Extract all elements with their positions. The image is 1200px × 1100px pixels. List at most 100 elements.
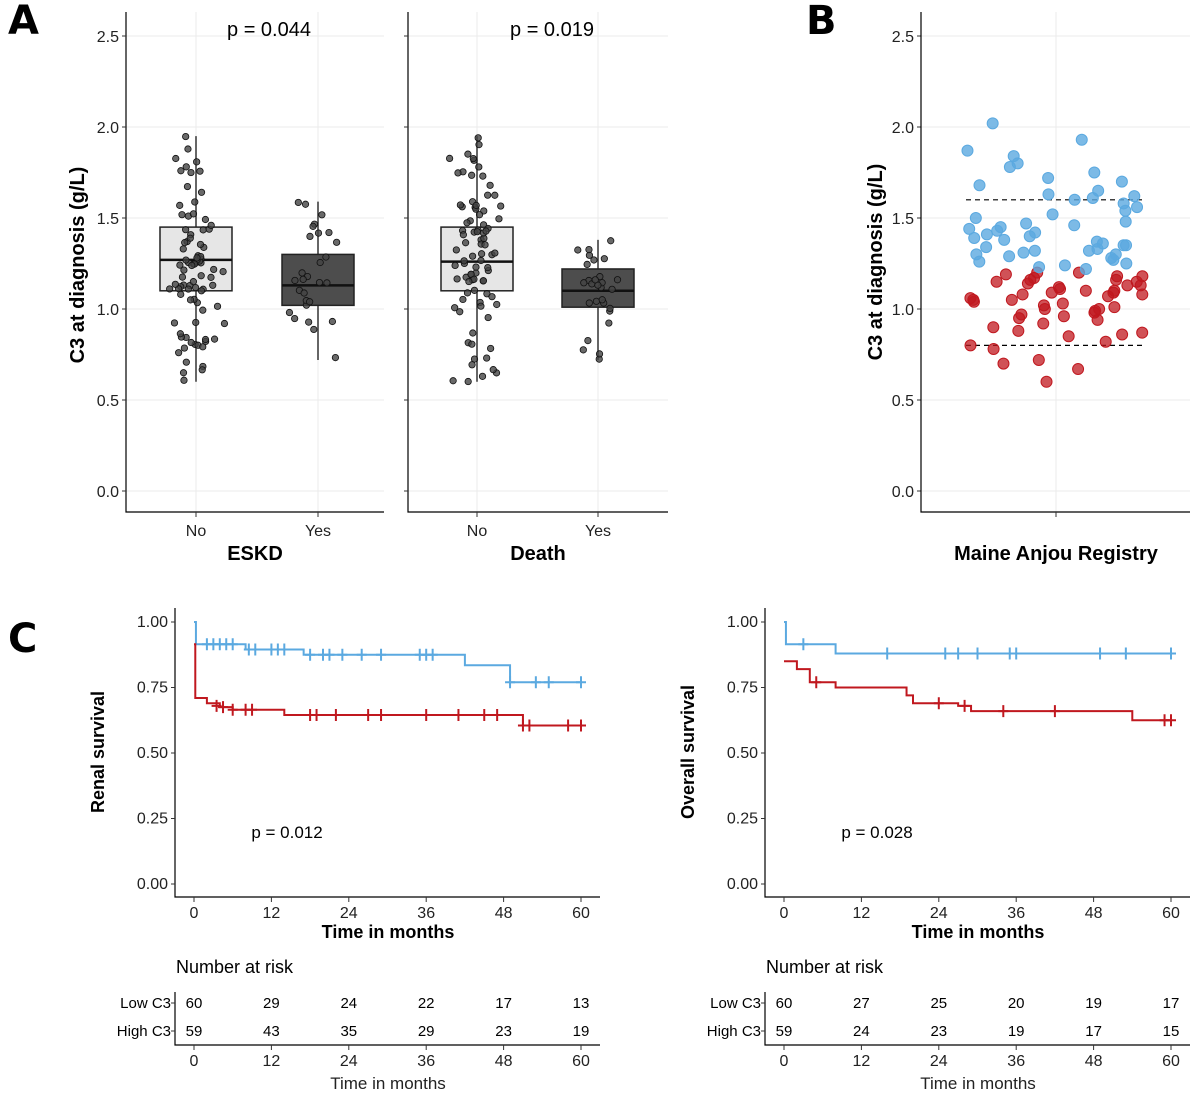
data-point: [201, 215, 210, 224]
data-point: [328, 317, 337, 326]
data-point-high-c3: [1042, 171, 1055, 184]
data-point: [605, 319, 613, 327]
data-point-high-c3: [1115, 175, 1128, 188]
data-point: [182, 256, 190, 264]
data-point-low-c3: [964, 292, 977, 305]
p-value-label: p = 0.044: [227, 19, 311, 41]
data-point-high-c3: [1088, 166, 1101, 179]
data-point-low-c3: [1056, 297, 1069, 310]
data-point: [191, 198, 199, 206]
axis-line: [764, 608, 1190, 898]
data-point: [469, 329, 477, 337]
risk-row-label: Low C3: [710, 995, 761, 1012]
data-point: [459, 231, 467, 239]
x-axis-title: Death: [510, 543, 566, 565]
data-point-low-c3: [987, 321, 1000, 334]
risk-count: 15: [1163, 1023, 1180, 1040]
censor-mark: [1011, 647, 1022, 660]
data-point: [184, 145, 192, 153]
censor-mark: [330, 709, 341, 722]
x-tick-label: 12: [853, 905, 871, 922]
censor-mark: [427, 648, 438, 661]
data-point-high-c3: [1068, 193, 1081, 206]
data-point: [331, 354, 340, 362]
risk-x-axis-title: Time in months: [920, 1074, 1036, 1093]
risk-count: 35: [340, 1023, 357, 1040]
data-point: [592, 297, 600, 305]
censor-mark: [798, 638, 809, 651]
data-point: [176, 261, 184, 269]
data-point: [298, 269, 306, 277]
data-point: [495, 215, 503, 223]
data-point: [460, 257, 468, 265]
data-point: [209, 281, 217, 289]
censor-mark: [247, 703, 258, 716]
y-tick-label: 2.5: [892, 29, 914, 46]
data-point: [452, 246, 460, 254]
data-point-high-c3: [1109, 248, 1122, 261]
censor-mark: [1120, 647, 1131, 660]
censor-mark: [227, 703, 238, 716]
data-point: [580, 279, 588, 287]
y-tick-label: 1.00: [727, 614, 758, 631]
data-point: [472, 201, 480, 209]
censor-mark: [953, 647, 964, 660]
risk-count: 29: [263, 995, 280, 1012]
censor-mark: [524, 719, 535, 732]
x-tick-label: 24: [340, 905, 358, 922]
risk-x-tick-label: 60: [1162, 1053, 1180, 1070]
data-point-high-c3: [963, 222, 976, 235]
data-point: [207, 221, 215, 229]
data-point: [179, 245, 187, 253]
data-point: [469, 154, 477, 163]
y-tick-label: 1.0: [97, 302, 119, 319]
data-point-high-c3: [1128, 190, 1141, 203]
censor-mark: [576, 719, 586, 732]
data-point: [613, 276, 622, 284]
data-point: [176, 201, 184, 209]
y-axis-title: C3 at diagnosis (g/L): [67, 167, 89, 364]
data-point-low-c3: [1136, 270, 1149, 283]
risk-x-tick-label: 48: [1085, 1053, 1103, 1070]
data-point: [291, 314, 299, 323]
data-point: [465, 277, 473, 286]
data-point: [197, 188, 206, 196]
risk-x-tick-label: 0: [780, 1053, 789, 1070]
data-point: [183, 182, 192, 191]
data-point: [477, 302, 485, 310]
data-point: [469, 252, 477, 260]
data-point: [198, 366, 206, 374]
risk-x-tick-label: 24: [930, 1053, 948, 1070]
data-point: [475, 211, 484, 219]
data-point-high-c3: [1131, 201, 1144, 214]
data-point: [481, 241, 489, 249]
x-tick-label: No: [186, 523, 207, 540]
panel-label-b: B: [806, 0, 837, 44]
risk-count: 17: [1163, 995, 1180, 1012]
data-point: [493, 300, 501, 309]
y-tick-label: 0.00: [137, 876, 168, 893]
data-point: [323, 279, 331, 287]
data-point-high-c3: [968, 232, 981, 245]
data-point-low-c3: [964, 339, 977, 352]
x-tick-label: 0: [190, 905, 199, 922]
data-point: [201, 335, 210, 344]
risk-count: 19: [1008, 1023, 1025, 1040]
data-point: [606, 304, 614, 313]
data-point-low-c3: [1079, 284, 1092, 297]
x-tick-label: No: [467, 523, 488, 540]
risk-table-title: Number at risk: [766, 957, 884, 977]
data-point: [463, 219, 471, 227]
x-tick-label: 0: [780, 905, 789, 922]
data-point: [474, 134, 482, 142]
risk-x-tick-label: 36: [1007, 1053, 1025, 1070]
censor-mark: [279, 643, 290, 656]
y-axis-title: C3 at diagnosis (g/L): [865, 164, 887, 361]
data-point: [291, 276, 299, 285]
data-point: [213, 302, 222, 310]
risk-count: 20: [1008, 995, 1025, 1012]
y-tick-label: 1.5: [97, 211, 119, 228]
censor-mark: [227, 638, 238, 651]
data-point: [449, 377, 457, 385]
censor-mark: [972, 647, 983, 660]
